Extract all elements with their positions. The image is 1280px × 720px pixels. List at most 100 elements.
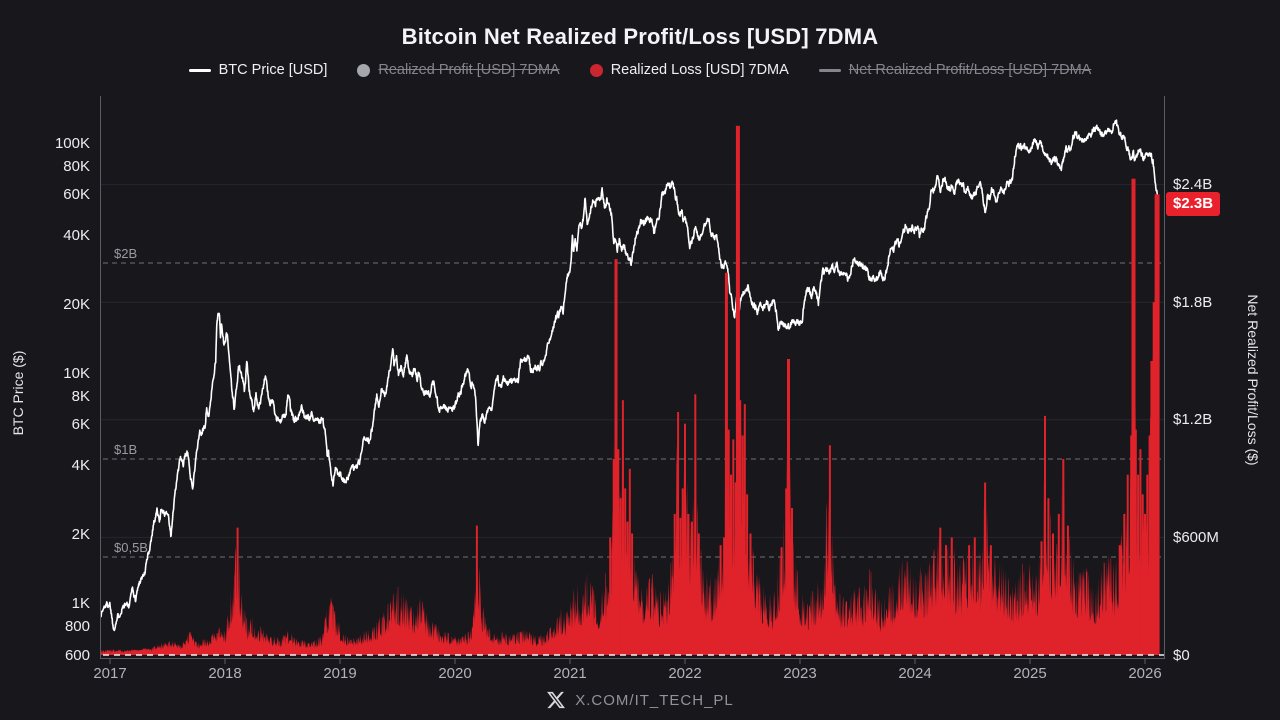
left-axis-tick-label: 1K [71, 595, 90, 612]
realized-loss-spike [723, 537, 726, 655]
right-axis-tick-label: $1.2B [1173, 411, 1213, 428]
realized-loss-spike [475, 525, 478, 655]
realized-loss-spike [1148, 435, 1151, 655]
right-axis-tick-label: $2.4B [1173, 176, 1213, 193]
realized-loss-spike [614, 259, 618, 655]
legend-circle-marker-icon [589, 63, 603, 77]
realized-loss-spike [1057, 513, 1060, 655]
realized-loss-spike [743, 404, 746, 655]
realized-loss-spike [989, 545, 992, 655]
realized-loss-spike [679, 517, 682, 655]
realized-loss-spike [690, 521, 693, 655]
left-axis-tick-label: 100K [54, 135, 90, 152]
left-axis-tick-label: 20K [63, 296, 90, 313]
x-axis-tick-label: 2017 [93, 665, 127, 682]
legend-circle-marker-icon [357, 63, 371, 77]
realized-loss-spike [631, 533, 634, 655]
left-axis-tick-label: 60K [63, 186, 90, 203]
realized-loss-spike [1152, 302, 1156, 655]
realized-loss-spike [619, 498, 622, 655]
realized-loss-spike [1137, 474, 1140, 655]
realized-loss-spike [1126, 474, 1129, 655]
realized-loss-spike [1150, 361, 1154, 655]
realized-loss-spike [1047, 498, 1050, 655]
latest-value-badge: $2.3B [1166, 192, 1221, 216]
footer-text: X.COM/IT_TECH_PL [575, 691, 734, 709]
left-axis-tick-label: 600 [64, 647, 90, 664]
realized-loss-spike [727, 429, 730, 655]
x-axis-tick-label: 2025 [1013, 665, 1047, 682]
legend-line-marker-icon [188, 68, 211, 72]
realized-loss-spike [1044, 415, 1046, 655]
legend-item-realized-loss-usd-7dma[interactable]: Realized Loss [USD] 7DMA [589, 62, 789, 78]
realized-loss-spike [746, 494, 749, 655]
realized-loss-spike [828, 445, 831, 655]
realized-loss-spike [739, 400, 742, 655]
realized-loss-spike [735, 125, 740, 656]
realized-loss-spike [628, 468, 631, 655]
x-axis-tick-label: 2023 [783, 665, 817, 682]
realized-loss-spike [624, 488, 627, 655]
realized-loss-spike [1141, 494, 1144, 655]
left-axis-tick-label: 8K [71, 388, 90, 405]
threshold-label: $0,5B [114, 540, 148, 555]
legend-item-label: Realized Loss [USD] 7DMA [610, 62, 789, 78]
realized-loss-spike [612, 459, 615, 655]
legend-item-btc-price-usd[interactable]: BTC Price [USD] [188, 62, 328, 78]
realized-loss-spike [785, 488, 788, 655]
left-axis-tick-label: 6K [71, 416, 90, 433]
realized-loss-spike [684, 423, 686, 655]
right-axis-tick-label: $0 [1173, 647, 1190, 664]
realized-loss-spike [677, 412, 680, 655]
realized-loss-spike [626, 521, 629, 655]
legend-item-net-realized-profit-loss-usd-7dma[interactable]: Net Realized Profit/Loss [USD] 7DMA [818, 62, 1091, 78]
realized-loss-spike [609, 537, 612, 655]
realized-loss-spike [694, 394, 697, 655]
legend-line-marker-icon [818, 68, 841, 72]
left-axis-tick-label: 2K [71, 526, 90, 543]
x-axis-tick-label: 2019 [323, 665, 357, 682]
left-axis-tick-label: 4K [71, 457, 90, 474]
left-axis-tick-label: 800 [64, 618, 90, 635]
right-axis-tick-label: $600M [1173, 529, 1219, 546]
realized-loss-spike [730, 474, 732, 655]
realized-loss-spike [621, 400, 624, 655]
realized-loss-spike [984, 482, 987, 655]
realized-loss-spike [968, 545, 971, 655]
threshold-label: $1B [114, 442, 138, 457]
page-title: Bitcoin Net Realized Profit/Loss [USD] 7… [401, 24, 879, 49]
realized-loss-spike [780, 547, 783, 655]
realized-loss-spike [741, 435, 744, 655]
realized-loss-spike [950, 537, 953, 655]
realized-loss-spike [749, 533, 752, 655]
realized-loss-spike [1062, 459, 1065, 655]
footer: X.COM/IT_TECH_PL [0, 690, 1280, 710]
realized-loss-spike [719, 545, 722, 655]
legend-item-realized-profit-usd-7dma[interactable]: Realized Profit [USD] 7DMA [357, 62, 560, 78]
realized-loss-spike [1052, 533, 1054, 655]
left-axis-tick-label: 40K [63, 227, 90, 244]
legend-item-label: Realized Profit [USD] 7DMA [378, 62, 560, 78]
realized-loss-spike [1123, 513, 1126, 655]
legend-item-label: BTC Price [USD] [218, 62, 328, 78]
right-axis-title: Net Realized Profit/Loss ($) [1245, 294, 1261, 466]
left-axis-title: BTC Price ($) [10, 350, 26, 436]
left-axis-tick-label: 80K [63, 158, 90, 175]
realized-loss-spike [1139, 449, 1142, 655]
realized-loss-spike [673, 513, 676, 655]
x-axis-tick-label: 2022 [668, 665, 702, 682]
btc-price-line [100, 119, 1158, 632]
x-axis-tick-label: 2018 [208, 665, 242, 682]
x-axis-tick-label: 2021 [553, 665, 587, 682]
realized-loss-spike [973, 537, 976, 655]
realized-loss-spike [939, 527, 942, 655]
realized-loss-spike [617, 449, 620, 655]
realized-loss-spike [732, 439, 735, 655]
realized-loss-spike [1154, 194, 1160, 655]
realized-loss-spike [1144, 513, 1146, 655]
realized-loss-spike [697, 533, 700, 655]
realized-loss-spike [1146, 474, 1149, 655]
legend: BTC Price [USD] Realized Profit [USD] 7DM… [0, 62, 1280, 78]
